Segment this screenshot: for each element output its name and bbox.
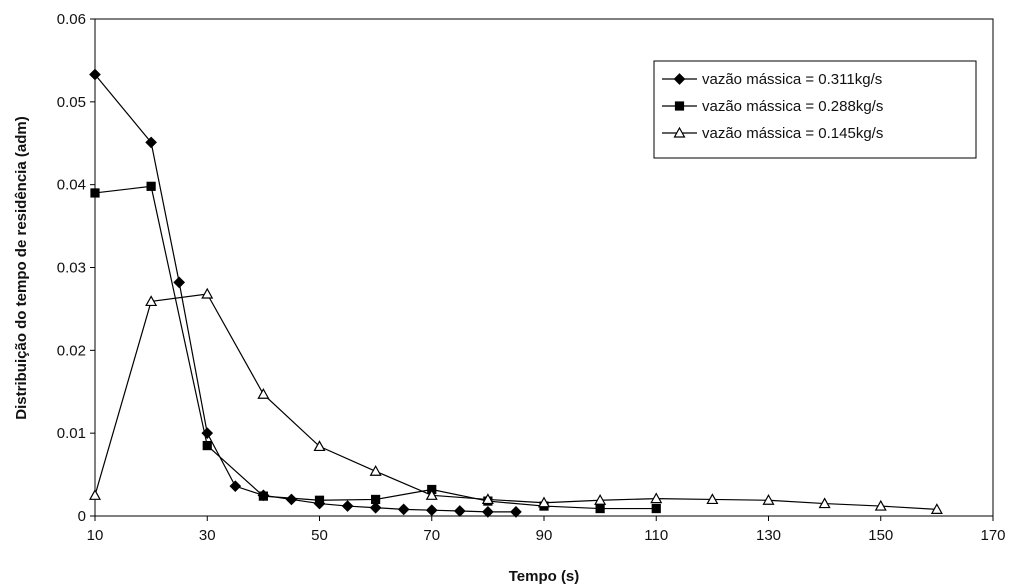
data-point [202,440,212,451]
x-axis-title: Tempo (s) [509,568,580,585]
legend-item: vazão mássica = 0.145kg/s [662,125,883,142]
legend-marker [673,126,686,138]
data-point [818,497,831,509]
x-tick-label: 50 [311,527,328,544]
legend-item: vazão mássica = 0.288kg/s [662,98,883,115]
legend-item: vazão mássica = 0.311kg/s [662,71,882,88]
legend-label: vazão mássica = 0.288kg/s [702,98,883,115]
legend-label: vazão mássica = 0.311kg/s [702,71,882,88]
data-point [481,493,494,505]
legend-box [653,60,977,159]
y-tick-label: 0.05 [57,94,86,111]
series-layer [88,68,943,518]
data-point [341,500,354,512]
y-axis-title: Distribuição do tempo de residência (adm… [13,116,30,419]
data-point [89,68,101,81]
data-point [201,287,214,299]
series-line [94,293,937,510]
data-point [258,491,268,501]
y-tick-label: 0.04 [57,177,86,194]
data-point [371,494,381,505]
x-tick-label: 30 [199,527,216,544]
data-point [482,506,494,518]
x-axis: 10 30 50 70 90 110 130 150 170 [87,516,1006,544]
data-point [90,188,100,198]
data-point [425,504,438,517]
data-point [650,492,663,504]
legend-label: vazão mássica = 0.145kg/s [702,125,883,142]
legend-marker [674,101,685,111]
series-3 [88,287,943,514]
legend: vazão mássica = 0.311kg/s vazão mássica =… [653,60,977,159]
x-tick-label: 130 [756,527,781,544]
data-point [595,503,605,514]
x-tick-label: 10 [87,527,104,544]
data-point [314,495,325,505]
data-point [537,496,551,508]
x-tick-label: 170 [980,527,1005,544]
data-point [425,489,438,500]
data-point [762,494,775,505]
data-point [369,501,382,514]
y-tick-label: 0.01 [57,425,86,442]
y-tick-label: 0.06 [57,11,86,28]
data-point [173,276,186,289]
legend-items: vazão mássica = 0.311kg/s vazão mássica =… [662,71,883,142]
x-tick-label: 90 [536,527,553,544]
y-tick-label: 0 [78,508,86,525]
data-point [706,493,719,505]
data-point [397,503,410,516]
data-point [874,499,887,511]
x-tick-label: 110 [644,527,668,544]
data-point [257,387,270,399]
y-axis: 0 0.01 0.02 0.03 0.04 0.05 0.06 [57,11,95,525]
legend-marker [673,73,686,85]
x-tick-label: 150 [868,527,893,544]
data-point [453,505,466,517]
data-point [145,136,157,149]
data-point [594,494,607,505]
data-point [369,465,382,476]
data-point [229,480,242,493]
data-point [930,503,943,514]
data-point [313,440,326,452]
data-point [651,503,661,514]
data-point [146,181,156,191]
y-tick-label: 0.02 [57,342,86,359]
x-tick-label: 70 [423,527,440,544]
y-tick-label: 0.03 [57,260,86,277]
data-point [510,506,522,518]
data-point [145,295,158,307]
data-point [88,489,102,500]
